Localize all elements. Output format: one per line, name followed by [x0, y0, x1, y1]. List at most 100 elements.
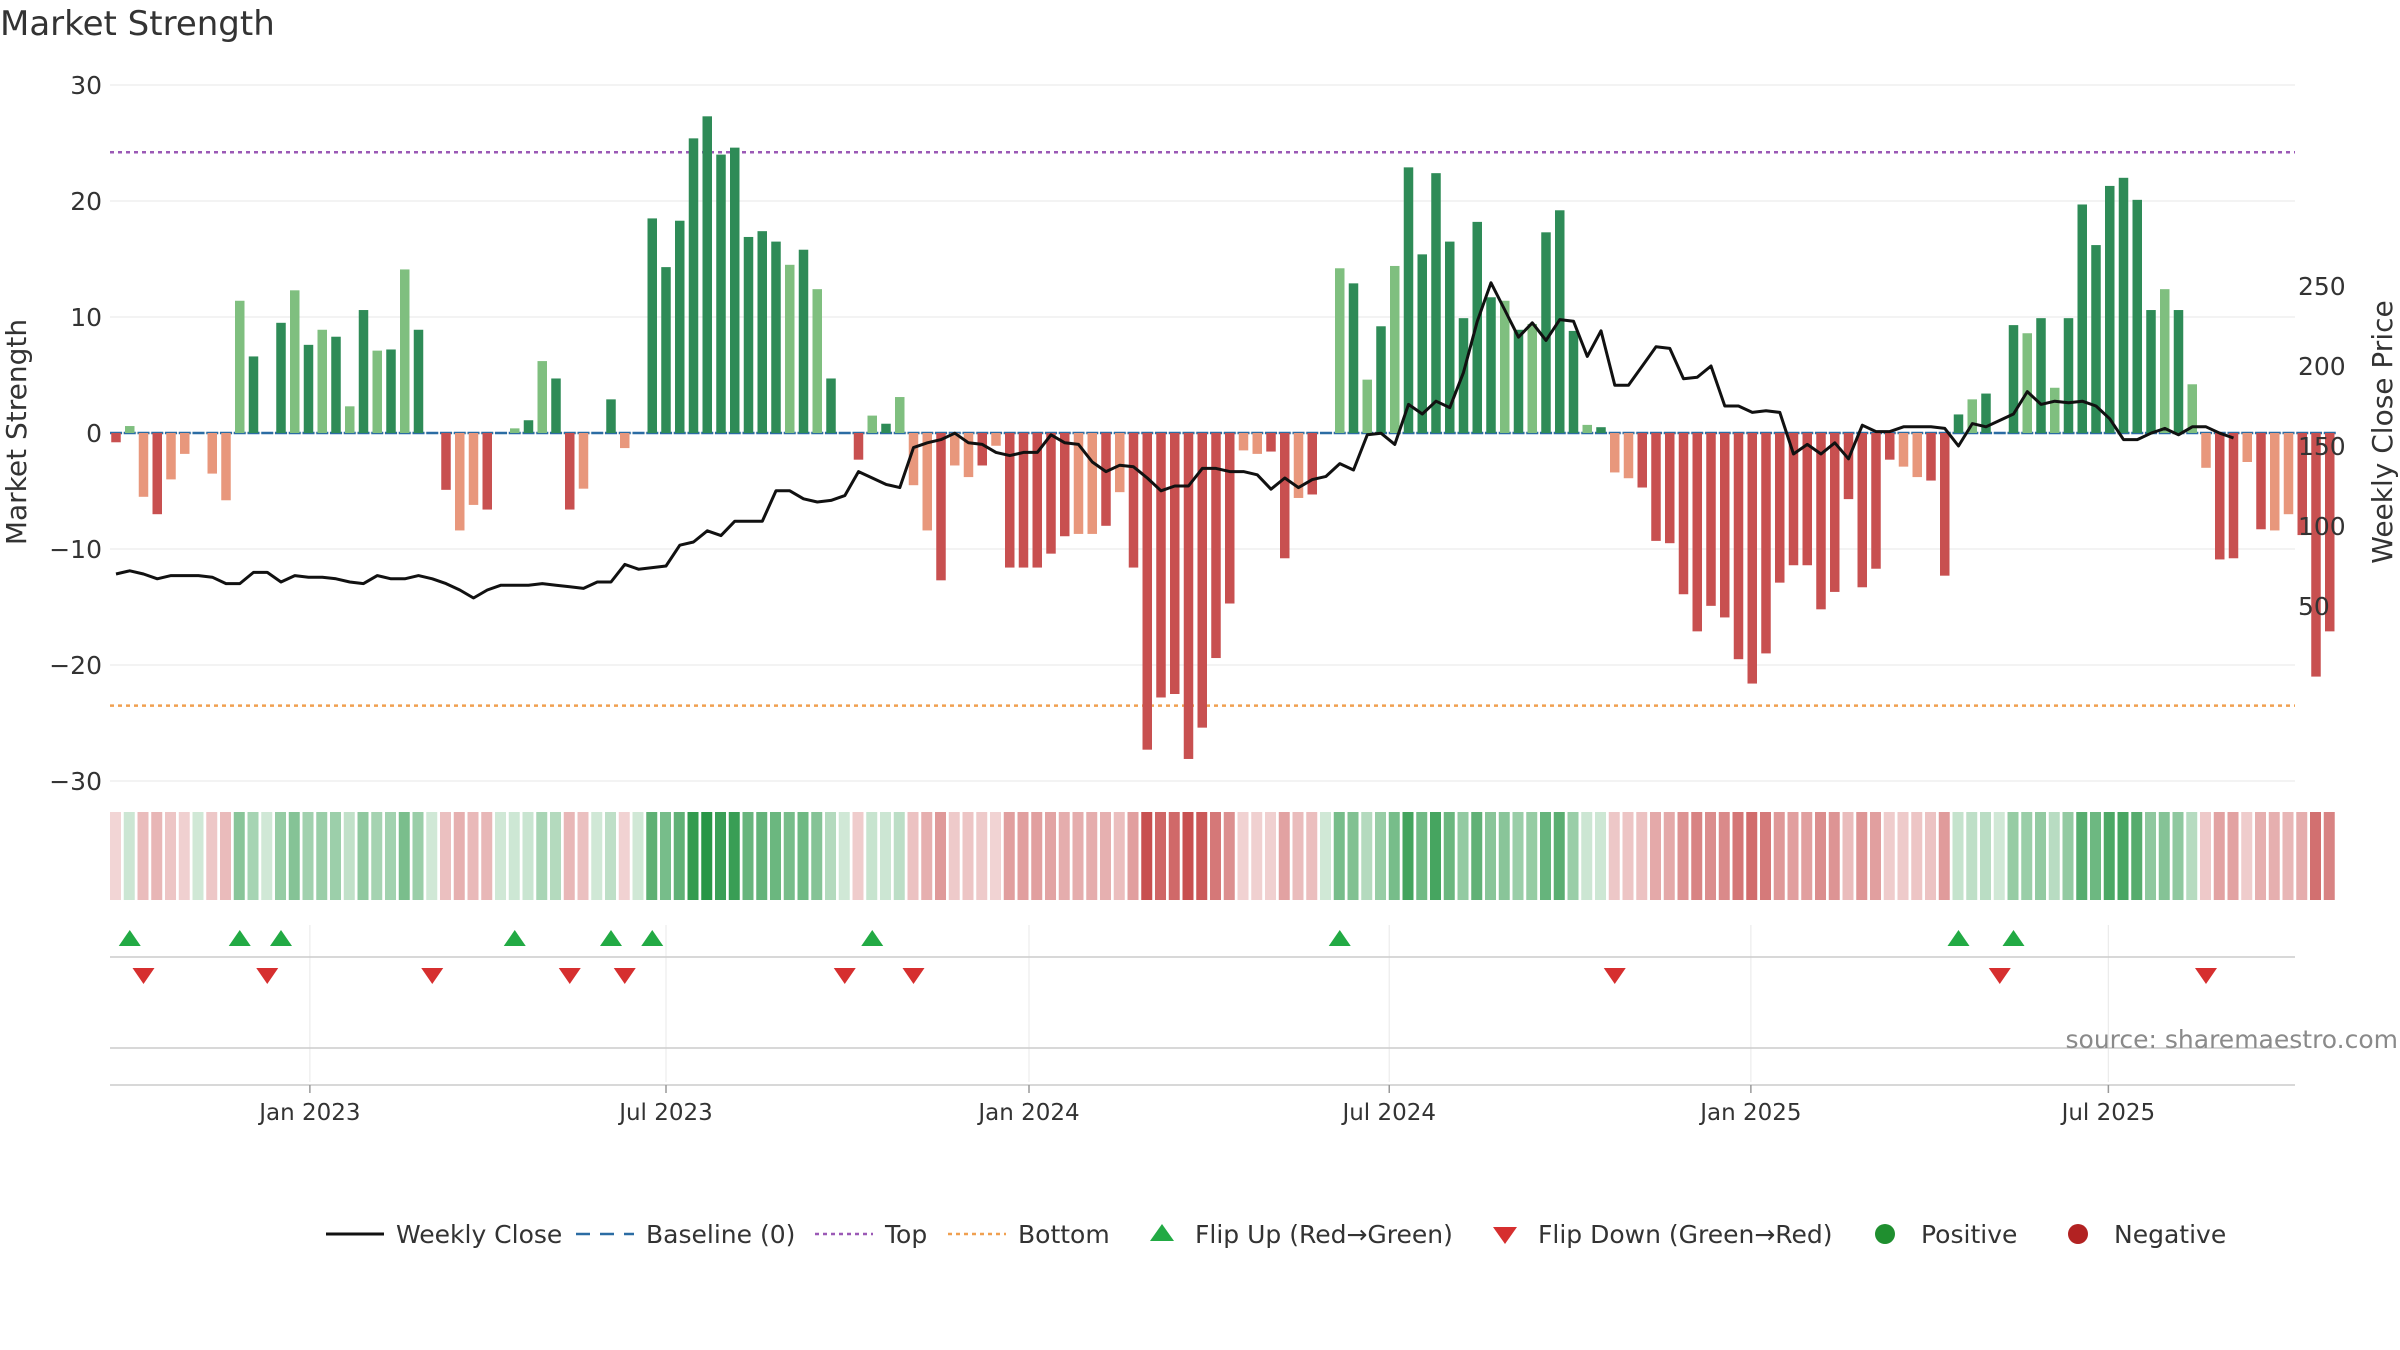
- strength-bar: [276, 322, 286, 433]
- heat-cell: [1553, 812, 1565, 900]
- heat-cell: [742, 812, 754, 900]
- x-tick-label: Jul 2024: [1340, 1100, 1436, 1126]
- heat-cell: [1760, 812, 1771, 900]
- heat-cell: [1375, 812, 1386, 900]
- heat-cell: [1416, 812, 1428, 900]
- threshold-lines: [110, 151, 2336, 707]
- heat-cell: [646, 812, 658, 900]
- strength-bar: [1802, 433, 1812, 566]
- heat-cell: [797, 812, 809, 900]
- heat-cell: [1485, 812, 1496, 900]
- strength-bar: [1692, 433, 1702, 632]
- strength-bar: [1170, 433, 1180, 694]
- heat-cell: [770, 812, 781, 900]
- flip-down-marker: [558, 968, 581, 984]
- strength-bar: [2256, 433, 2266, 530]
- strength-bar: [372, 350, 382, 433]
- flip-up-marker: [118, 930, 141, 946]
- flip-markers: [110, 930, 2295, 1086]
- heat-cell: [976, 812, 988, 900]
- heat-cell: [852, 812, 864, 900]
- heat-cell: [673, 812, 685, 900]
- heat-cell: [1595, 812, 1606, 900]
- strength-bar: [2311, 433, 2321, 677]
- strength-bar: [2132, 199, 2142, 433]
- heat-cell: [357, 812, 369, 900]
- strength-bar: [2050, 387, 2060, 433]
- heat-cell: [1072, 812, 1084, 900]
- strength-bar: [537, 361, 547, 433]
- heat-cell: [811, 812, 823, 900]
- flip-down-marker: [1603, 968, 1626, 984]
- right-tick-label: 100: [2298, 512, 2346, 541]
- flip-up-marker: [503, 930, 526, 946]
- heat-cell: [1897, 812, 1909, 900]
- heat-cell: [1622, 812, 1634, 900]
- heat-cell: [935, 812, 946, 900]
- strength-bar: [152, 433, 162, 515]
- right-axis: 250 200 150 100 50: [2298, 272, 2346, 621]
- heat-cell: [233, 812, 245, 900]
- heat-cell: [165, 812, 176, 900]
- heat-cell: [990, 812, 1001, 900]
- strength-bar: [1843, 433, 1854, 500]
- heat-cell: [137, 812, 149, 900]
- heat-cell: [1347, 812, 1359, 900]
- heat-cell: [2117, 812, 2129, 900]
- strength-bar: [2283, 433, 2294, 515]
- heat-cell: [1141, 812, 1153, 900]
- strength-bar: [138, 433, 149, 497]
- strength-bar: [1500, 300, 1510, 433]
- heat-cell: [426, 812, 438, 900]
- flip-down-marker: [132, 968, 155, 984]
- heat-cell: [2007, 812, 2019, 900]
- strength-bar: [1252, 433, 1262, 454]
- strength-bar: [2063, 318, 2074, 433]
- heat-cell: [1292, 812, 1304, 900]
- heat-cell: [1278, 812, 1290, 900]
- strength-bar: [111, 433, 121, 443]
- strength-bar: [1953, 414, 1964, 433]
- heat-cell: [1581, 812, 1593, 900]
- heat-cell: [728, 812, 740, 900]
- heat-cell: [1100, 812, 1111, 900]
- heat-cell: [1980, 812, 1991, 900]
- heat-cell: [1718, 812, 1730, 900]
- strength-bar: [991, 433, 1001, 446]
- flip-up-marker: [861, 930, 884, 946]
- heat-cell: [1237, 812, 1249, 900]
- heat-cell: [481, 812, 493, 900]
- strength-bar: [606, 399, 616, 433]
- heat-cell: [2310, 812, 2321, 900]
- weekly-close-series: [115, 281, 2234, 600]
- strength-bar: [1073, 433, 1084, 534]
- heat-cell: [1306, 812, 1318, 900]
- strength-bar: [290, 290, 300, 433]
- legend-label: Top: [884, 1220, 927, 1249]
- strength-bar: [1280, 433, 1290, 559]
- heat-cell: [632, 812, 644, 900]
- strength-bar: [826, 378, 836, 433]
- strength-bar: [661, 267, 671, 433]
- heat-cell: [2090, 812, 2101, 900]
- strength-bar: [1871, 433, 1881, 569]
- heat-cell: [1017, 812, 1029, 900]
- heat-cell: [1196, 812, 1208, 900]
- heat-cell: [1842, 812, 1854, 900]
- heat-cell: [618, 812, 630, 900]
- flip-down-marker: [833, 968, 856, 984]
- heat-cell: [2268, 812, 2280, 900]
- strength-bar: [771, 241, 781, 433]
- heat-cell: [1430, 812, 1441, 900]
- heat-cell: [1361, 812, 1373, 900]
- strength-bar: [688, 138, 699, 434]
- strength-bar: [523, 420, 534, 433]
- strength-heat-strip: [110, 812, 2335, 900]
- heat-cell: [302, 812, 314, 900]
- heat-cell: [2186, 812, 2198, 900]
- strength-bar: [1348, 283, 1359, 433]
- flip-down-marker: [2195, 968, 2217, 984]
- strength-bar: [2228, 433, 2239, 559]
- legend-label: Negative: [2114, 1220, 2226, 1249]
